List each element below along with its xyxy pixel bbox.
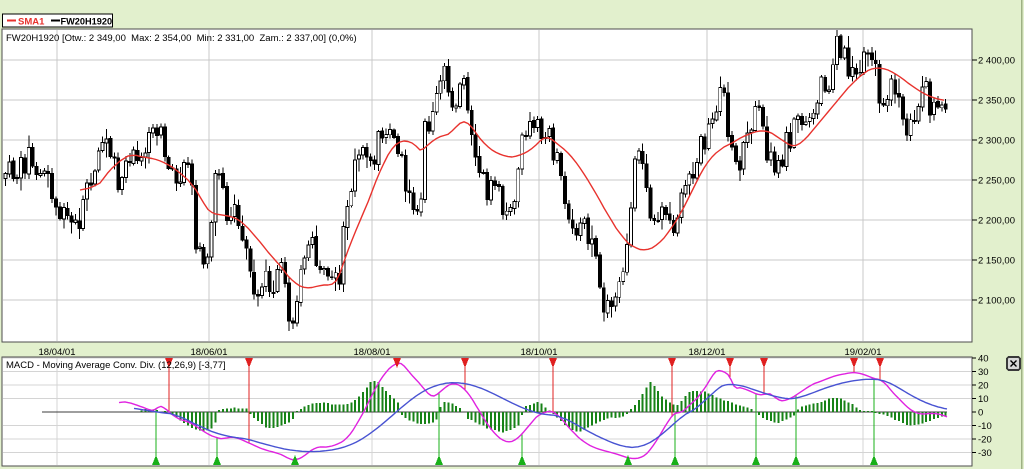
svg-text:2 350,00: 2 350,00	[978, 96, 1015, 107]
svg-text:-30: -30	[978, 448, 992, 459]
svg-text:10: 10	[978, 394, 989, 405]
svg-text:2 200,00: 2 200,00	[978, 216, 1015, 227]
svg-text:2 300,00: 2 300,00	[978, 136, 1015, 147]
svg-text:-10: -10	[978, 421, 992, 432]
svg-text:40: 40	[978, 354, 989, 365]
svg-text:18/04/01: 18/04/01	[39, 347, 76, 358]
svg-text:2 250,00: 2 250,00	[978, 176, 1015, 187]
svg-text:FW20H1920: FW20H1920	[61, 17, 113, 27]
svg-text:30: 30	[978, 367, 989, 378]
svg-text:18/12/01: 18/12/01	[689, 347, 726, 358]
svg-text:18/10/01: 18/10/01	[521, 347, 558, 358]
svg-text:0: 0	[978, 408, 983, 419]
svg-text:MACD - Moving Average Conv. Di: MACD - Moving Average Conv. Div. (12,26,…	[6, 360, 226, 371]
svg-text:2 150,00: 2 150,00	[978, 256, 1015, 267]
svg-text:18/06/01: 18/06/01	[191, 347, 228, 358]
svg-text:SMA1: SMA1	[18, 17, 45, 28]
svg-text:18/08/01: 18/08/01	[354, 347, 391, 358]
svg-text:20: 20	[978, 381, 989, 392]
svg-text:2 400,00: 2 400,00	[978, 56, 1015, 67]
svg-text:19/02/01: 19/02/01	[845, 347, 882, 358]
svg-text:-20: -20	[978, 435, 992, 446]
svg-text:FW20H1920 [Otw.: 2 349,00 Max: FW20H1920 [Otw.: 2 349,00 Max: 2 354,00 …	[6, 33, 357, 44]
svg-text:2 100,00: 2 100,00	[978, 296, 1015, 307]
